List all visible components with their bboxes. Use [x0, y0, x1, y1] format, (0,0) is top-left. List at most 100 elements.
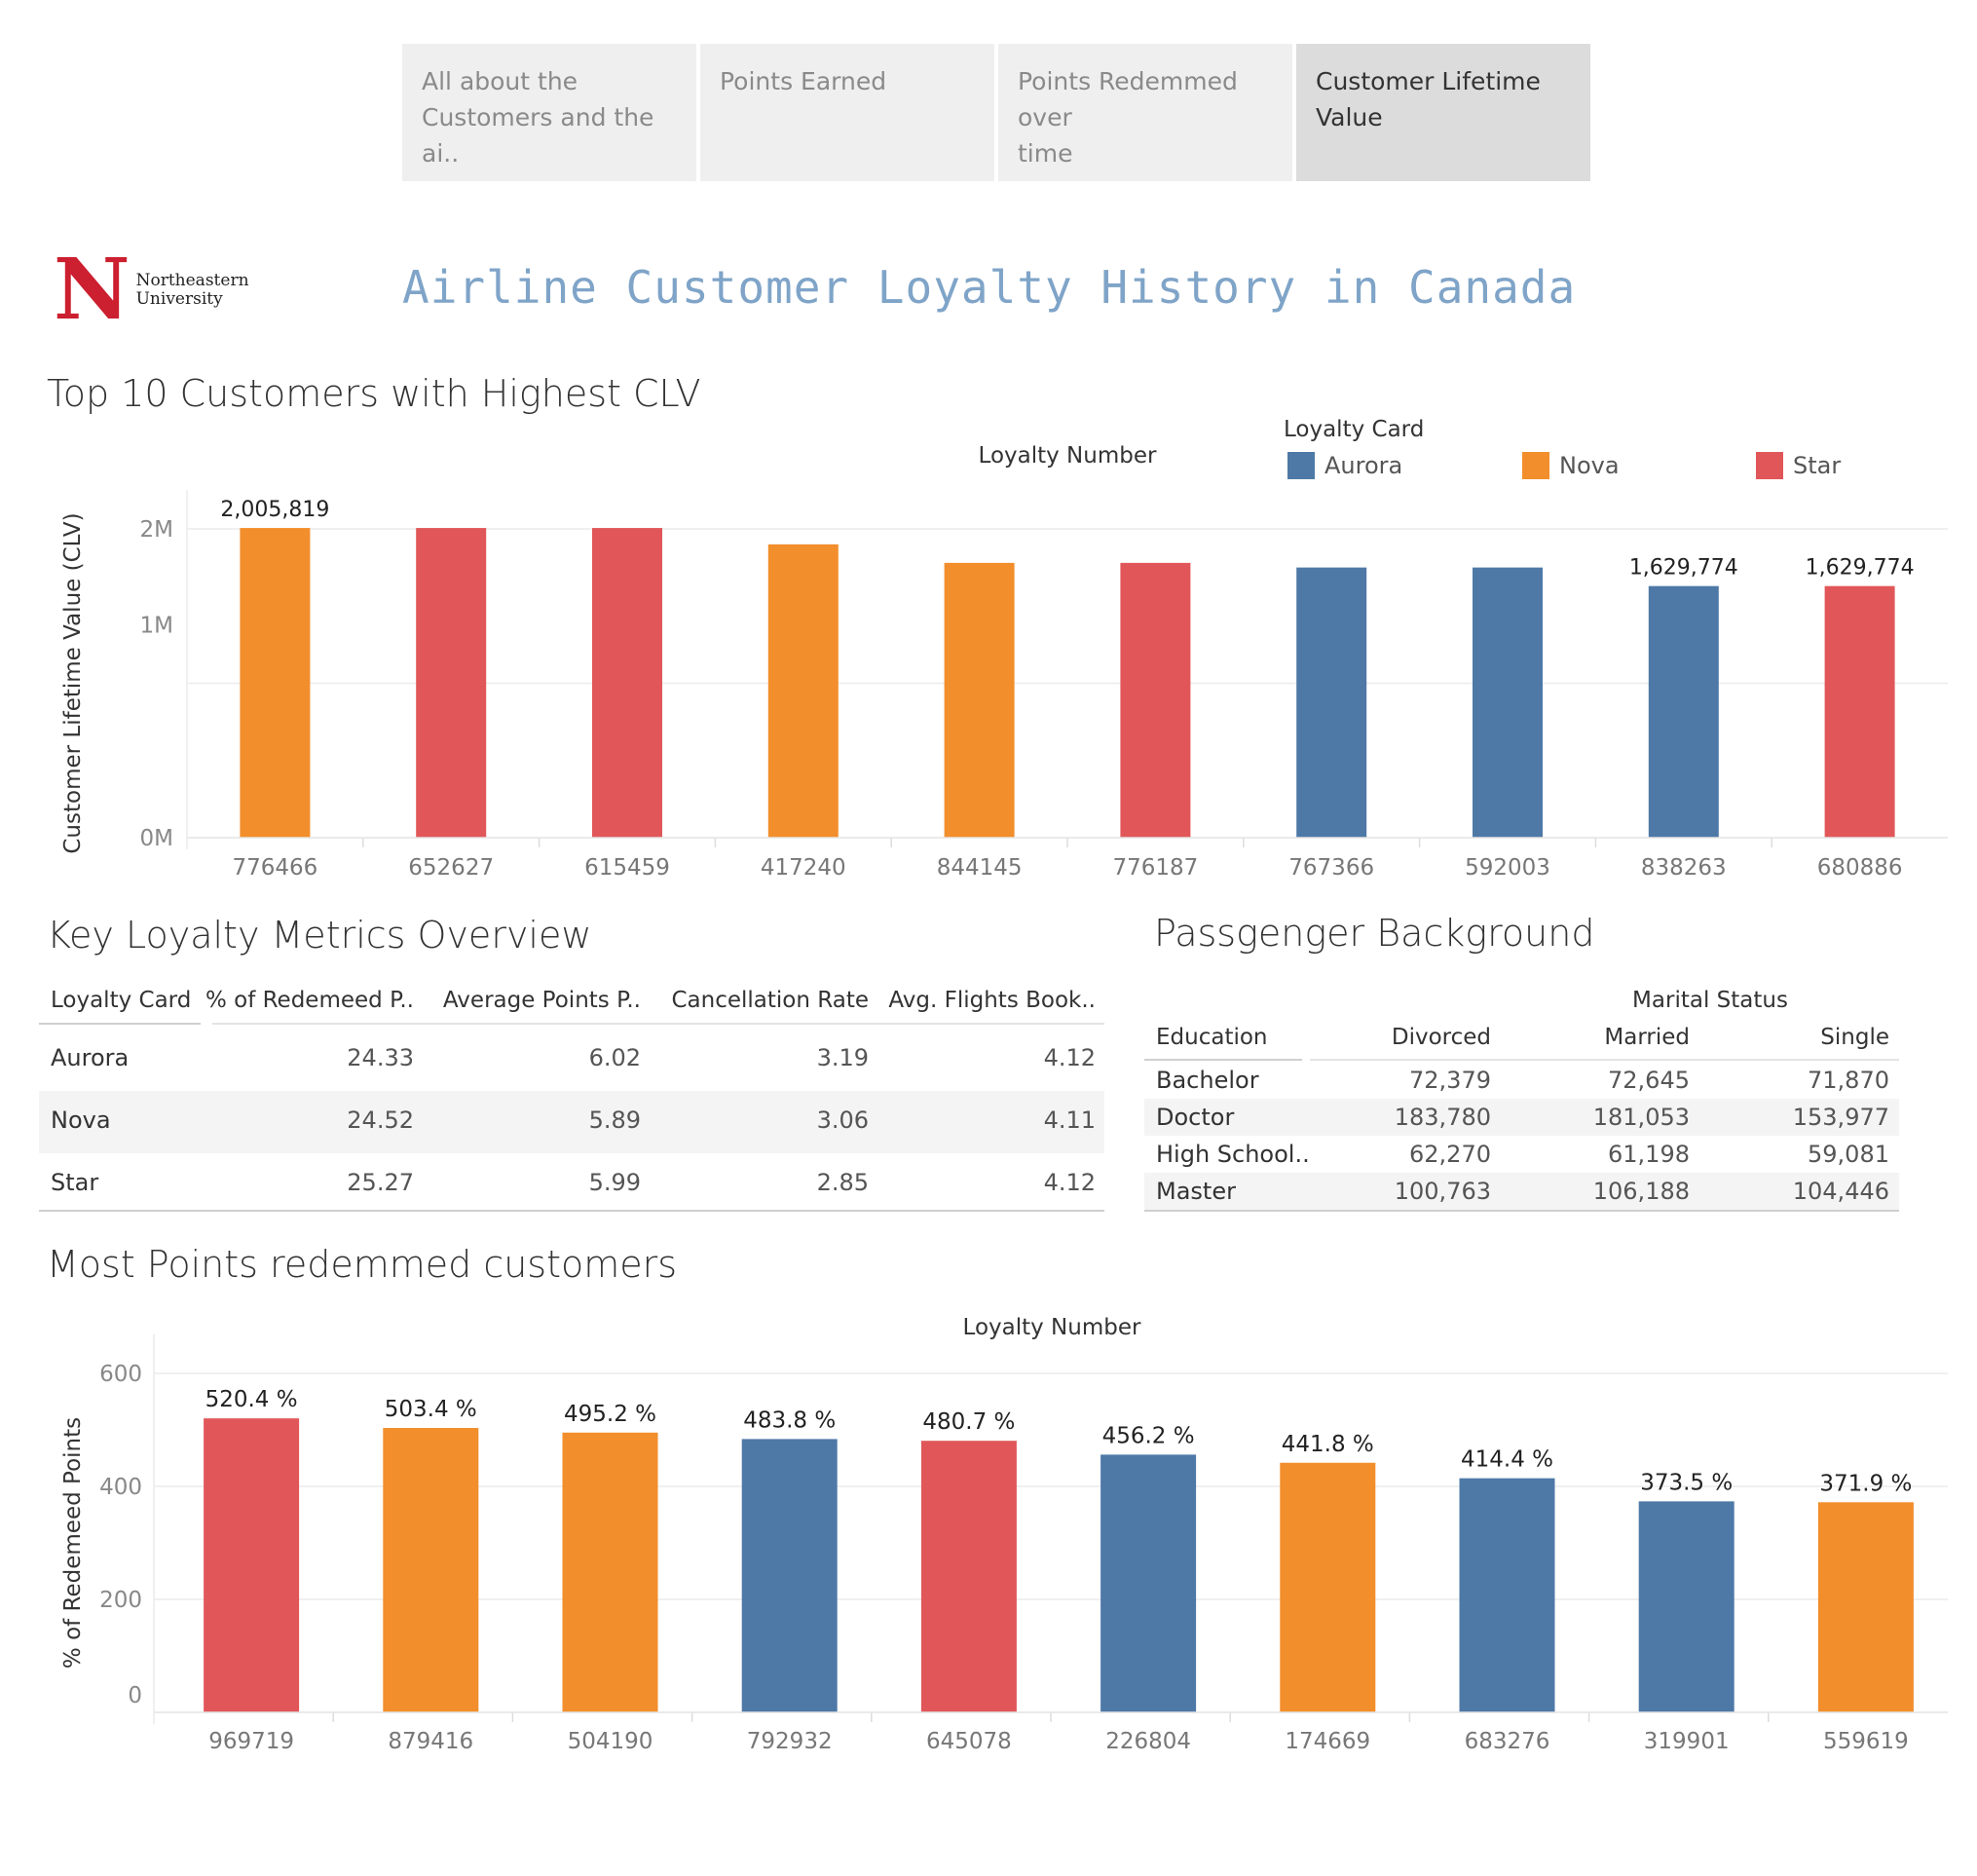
background-cell: 181,053: [1592, 1104, 1690, 1131]
background-row: [1144, 1099, 1899, 1136]
background-cell: 100,763: [1394, 1178, 1491, 1205]
background-cell: 71,870: [1808, 1067, 1889, 1094]
background-bottom-border: [1144, 1210, 1899, 1212]
metrics-cell: 25.27: [347, 1169, 414, 1196]
metrics-header: Average Points P..: [442, 988, 641, 1013]
y-axis-title: % of Redemeed Points: [60, 1417, 86, 1669]
data-label: 456.2 %: [1102, 1423, 1195, 1448]
marital-column-header: Single: [1820, 1025, 1889, 1050]
bar: [1280, 1462, 1376, 1712]
bar: [920, 1441, 1017, 1712]
tab-label-line1: Customer Lifetime: [1316, 67, 1541, 95]
background-row: [1144, 1173, 1899, 1210]
data-label: 441.8 %: [1282, 1432, 1374, 1457]
background-cell: 59,081: [1808, 1141, 1889, 1168]
background-row-label: Bachelor: [1156, 1067, 1259, 1094]
metrics-cell: 2.85: [816, 1169, 869, 1196]
x-tick-label: 776466: [232, 855, 317, 881]
bar: [562, 1432, 658, 1712]
metrics-bottom-border: [39, 1210, 1104, 1212]
tab-points-redeemed[interactable]: Points Redemmed over time: [998, 44, 1292, 181]
data-label: 371.9 %: [1819, 1471, 1912, 1496]
x-tick-label: 615459: [584, 855, 670, 881]
metrics-cell: 24.33: [347, 1044, 414, 1071]
x-tick-label: 645078: [926, 1729, 1012, 1754]
y-tick-label: 600: [99, 1362, 142, 1387]
bar: [1648, 585, 1719, 838]
background-row-label: High School..: [1156, 1141, 1310, 1168]
metrics-cell: 5.89: [588, 1107, 641, 1134]
x-tick-label: 792932: [747, 1729, 833, 1754]
data-label: 2,005,819: [220, 498, 329, 522]
y-tick-label: 400: [99, 1475, 142, 1500]
x-tick-label: 417240: [761, 855, 846, 881]
legend-label-nova: Nova: [1559, 452, 1620, 479]
marital-column-header: Divorced: [1391, 1025, 1491, 1050]
data-label: 414.4 %: [1461, 1447, 1553, 1473]
legend-item-star[interactable]: Star: [1756, 452, 1841, 479]
tab-points-earned[interactable]: Points Earned: [700, 44, 994, 181]
logo-line2: University: [135, 289, 223, 309]
legend-title: Loyalty Card: [1284, 417, 1425, 442]
bar: [592, 528, 662, 838]
tab-label-line1: Points Earned: [720, 67, 887, 95]
metrics-row-label: Star: [51, 1169, 99, 1196]
bar: [1459, 1478, 1555, 1712]
x-tick-label: 174669: [1285, 1729, 1370, 1754]
metrics-header: Cancellation Rate: [671, 988, 869, 1013]
y-tick-label: 0: [128, 1683, 142, 1708]
bar: [383, 1428, 479, 1712]
clv-section-title: Top 10 Customers with Highest CLV: [47, 372, 701, 415]
y-tick-label: 2M: [140, 517, 173, 543]
logo-line1: Northeastern: [135, 271, 249, 290]
bar: [741, 1439, 838, 1712]
northeastern-logo: N Northeastern University: [54, 248, 249, 332]
data-label: 520.4 %: [205, 1387, 298, 1412]
x-tick-label: 969719: [208, 1729, 294, 1754]
bar: [1100, 1454, 1197, 1712]
legend-label-star: Star: [1793, 452, 1842, 479]
x-tick-label: 767366: [1288, 855, 1374, 881]
tab-label-line1: Points Redemmed over: [1018, 67, 1238, 131]
clv-bar-chart: 0M 1M 2M Customer Lifetime Value (CLV) Loyal…: [60, 443, 1948, 881]
tab-customer-lifetime-value[interactable]: Customer Lifetime Value: [1296, 44, 1590, 181]
legend-swatch-nova: [1522, 452, 1549, 479]
metrics-cell: 4.12: [1043, 1044, 1096, 1071]
metrics-header-underline: [39, 1023, 201, 1025]
tab-customers[interactable]: All about the Customers and the ai..: [402, 44, 696, 181]
marital-status-header: Marital Status: [1632, 988, 1788, 1013]
bar: [944, 562, 1015, 838]
data-label: 495.2 %: [564, 1402, 656, 1427]
legend-label-aurora: Aurora: [1324, 452, 1403, 479]
data-label: 1,629,774: [1806, 556, 1915, 581]
legend-item-nova[interactable]: Nova: [1522, 452, 1620, 479]
bar: [1824, 585, 1895, 838]
tab-label-line1: All about the: [422, 67, 578, 95]
background-header-divider: [1310, 1059, 1899, 1061]
metrics-cell: 24.52: [347, 1107, 414, 1134]
metrics-table: Loyalty Card % of Redemeed P.. Average Poi…: [39, 984, 1104, 1212]
metrics-cell: 3.19: [816, 1044, 869, 1071]
x-tick-label: 776187: [1112, 855, 1198, 881]
bar: [1120, 562, 1191, 838]
background-cell: 62,270: [1409, 1141, 1491, 1168]
data-label: 373.5 %: [1640, 1470, 1733, 1495]
metrics-section-title: Key Loyalty Metrics Overview: [47, 914, 592, 957]
legend-item-aurora[interactable]: Aurora: [1287, 452, 1402, 479]
bar: [1638, 1501, 1735, 1712]
x-tick-label: 838263: [1641, 855, 1727, 881]
background-table: Marital Status Education Divorced Married Si…: [1144, 984, 1899, 1213]
background-row-label: Doctor: [1156, 1104, 1235, 1131]
background-cell: 72,645: [1608, 1067, 1690, 1094]
background-cell: 106,188: [1592, 1178, 1690, 1205]
background-cell: 72,379: [1409, 1067, 1491, 1094]
metrics-cell: 4.12: [1043, 1169, 1096, 1196]
x-tick-label: 652627: [408, 855, 494, 881]
metrics-header-divider: [212, 1023, 1104, 1025]
metrics-row-label: Nova: [51, 1107, 111, 1134]
metrics-row: [39, 1029, 1104, 1091]
tab-label-line2: time: [1018, 139, 1073, 168]
tab-label-line2: Value: [1316, 103, 1383, 131]
redeemed-bar-chart: 0 200 400 600 % of Redemeed Points Loyalty Nu…: [60, 1315, 1948, 1754]
data-label: 503.4 %: [385, 1397, 477, 1422]
